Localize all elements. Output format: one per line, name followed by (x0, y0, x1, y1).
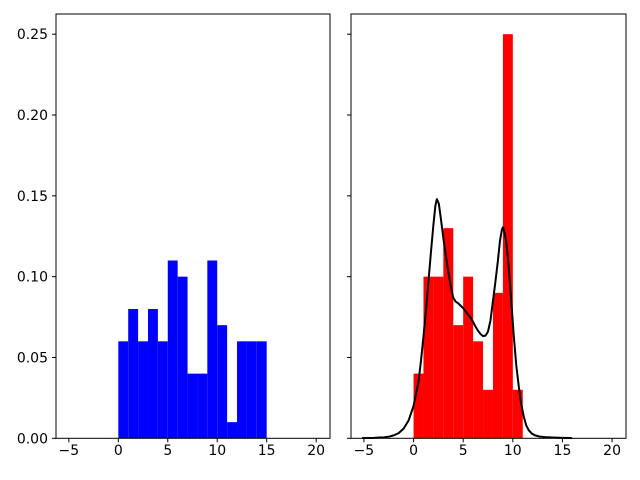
kde-curve (361, 198, 573, 439)
y-tick-label: 0.25 (17, 27, 48, 43)
histogram-bar (443, 228, 454, 439)
x-tick-label: 15 (258, 443, 276, 459)
y-tick-label: 0.15 (17, 189, 48, 205)
x-tick-label: 0 (114, 443, 123, 459)
histogram-bar (217, 325, 228, 439)
x-tick-label: 20 (603, 443, 621, 459)
x-tick-label: 5 (163, 443, 172, 459)
histogram-bar (207, 260, 218, 439)
histogram-bar (187, 373, 198, 439)
histogram-bar (138, 341, 148, 439)
axes-border (350, 13, 627, 439)
right-x-axis: −5 0 5 10 15 20 (354, 438, 621, 459)
x-tick-label: 10 (208, 443, 226, 459)
histogram-bar (433, 276, 444, 439)
left-y-axis: 0.00 0.05 0.10 0.15 0.20 0.25 (17, 27, 56, 447)
histogram-bar (256, 341, 267, 439)
left-subplot: −5 0 5 10 15 20 0.00 0.05 0.10 0.15 0.20 0.25 (17, 13, 331, 459)
histogram-bar (167, 260, 178, 439)
axes-border (55, 13, 331, 439)
histogram-bar (227, 422, 238, 439)
x-tick-label: 15 (554, 443, 572, 459)
histogram-bar (147, 308, 158, 439)
histogram-bar (128, 308, 139, 439)
right-y-axis (347, 33, 351, 439)
histogram-bar (483, 389, 493, 439)
x-tick-label: 5 (459, 443, 468, 459)
y-tick-label: 0.05 (17, 350, 48, 366)
histogram-bar (413, 373, 424, 439)
right-subplot: −5 0 5 10 15 20 (347, 13, 627, 459)
histogram-bar (473, 341, 484, 439)
left-histogram-bars (118, 260, 267, 439)
y-tick-label: 0.10 (17, 270, 48, 286)
x-tick-label: −5 (59, 443, 80, 459)
x-tick-label: −5 (354, 443, 375, 459)
histogram-bar (463, 276, 474, 439)
histogram-bar (197, 373, 208, 439)
histogram-bar (423, 276, 434, 439)
histogram-bar (237, 341, 247, 439)
histogram-bar (453, 325, 464, 439)
x-tick-label: 10 (504, 443, 522, 459)
left-x-axis: −5 0 5 10 15 20 (59, 438, 325, 459)
histogram-bar (177, 276, 188, 439)
y-tick-label: 0.20 (17, 108, 48, 124)
y-tick-label: 0.00 (17, 431, 48, 447)
histogram-bar (502, 34, 513, 439)
histogram-bar (492, 292, 503, 439)
x-tick-label: 20 (307, 443, 325, 459)
histogram-bar (512, 389, 523, 439)
x-tick-label: 0 (409, 443, 418, 459)
histogram-bar (118, 341, 129, 439)
histogram-bar (246, 341, 257, 439)
right-histogram-bars (413, 34, 523, 439)
histogram-bar (157, 341, 168, 439)
